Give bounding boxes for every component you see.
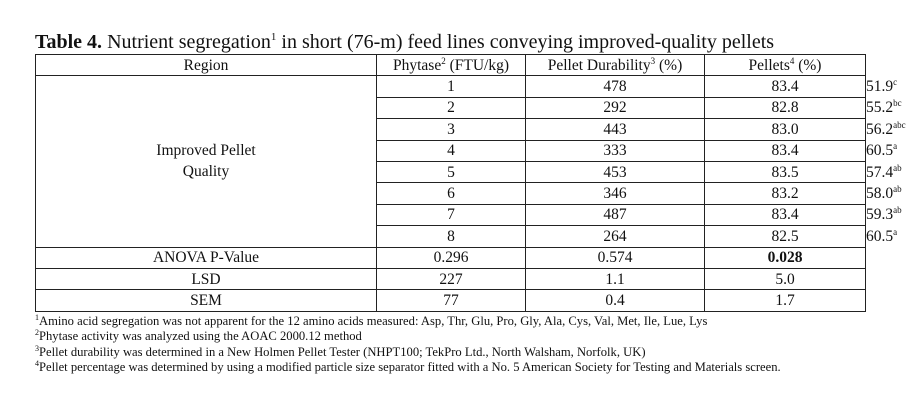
footnote-marker: 4 <box>35 359 39 369</box>
significance-letter: ab <box>893 184 902 195</box>
header-row: Region Phytase2 (FTU/kg) Pellet Durabili… <box>35 53 866 77</box>
durability-cell: 0.574 <box>525 246 705 269</box>
pellets-cell: 0.028 <box>704 246 866 269</box>
phytase-cell: 333 <box>525 139 705 162</box>
region-cell: 4 <box>376 139 526 162</box>
pellets-value: 57.4 <box>866 163 894 181</box>
durability-cell: 82.8 <box>704 96 866 120</box>
data-table: Region Phytase2 (FTU/kg) Pellet Durabili… <box>35 53 906 312</box>
header-phytase-label: Phytase <box>392 56 442 74</box>
footnotes: 1Amino acid segregation was not apparent… <box>35 312 865 376</box>
significance-letter: a <box>893 226 898 237</box>
group-label-line: Improved Pellet <box>156 142 256 160</box>
significance-letter: c <box>893 77 898 88</box>
durability-cell: 83.4 <box>704 75 866 98</box>
region-cell: 7 <box>376 203 526 227</box>
pellets-cell: 1.7 <box>704 289 866 312</box>
region-cell: 2 <box>376 96 526 120</box>
header-region: Region <box>35 53 377 77</box>
durability-cell: 0.4 <box>525 289 705 312</box>
durability-cell: 83.4 <box>704 203 866 227</box>
pellets-value: 59.3 <box>866 206 894 224</box>
region-cell: 8 <box>376 225 526 248</box>
footnote-text: Pellet durability was determined in a Ne… <box>39 344 646 359</box>
header-durability-unit: (%) <box>659 56 683 74</box>
footnote-text: Phytase activity was analyzed using the … <box>39 329 362 344</box>
durability-cell: 83.4 <box>704 139 866 162</box>
phytase-cell: 478 <box>525 75 705 98</box>
header-durability-footnote: 3 <box>650 55 656 66</box>
footnote: 4Pellet percentage was determined by usi… <box>35 360 865 376</box>
durability-cell: 82.5 <box>704 225 866 248</box>
table-label: Table 4. <box>35 31 103 53</box>
stats-label: LSD <box>35 267 377 291</box>
table-row: 6 346 83.2 58.0ab <box>36 182 902 205</box>
group-label-line: Quality <box>182 163 230 181</box>
title-footnote-marker: 1 <box>270 31 277 43</box>
header-pellets-unit: (%) <box>798 56 822 74</box>
footnote-marker: 3 <box>35 343 39 353</box>
stats-row: SEM 77 0.4 1.7 <box>35 289 866 312</box>
significance-letter: bc <box>893 98 902 109</box>
table-row: 4 333 83.4 60.5a <box>36 139 897 162</box>
region-cell: 5 <box>376 160 526 184</box>
title-text-end: in short (76-m) feed lines conveying imp… <box>281 31 775 53</box>
significance-letter: ab <box>893 205 902 216</box>
footnote-text: Amino acid segregation was not apparent … <box>39 313 708 328</box>
phytase-cell: 0.296 <box>376 246 526 269</box>
table-title: Table 4. Nutrient segregation1 in short … <box>35 30 865 54</box>
stats-row: ANOVA P-Value 0.296 0.574 0.028 <box>35 246 866 269</box>
group-label-cell: Improved Pellet Quality <box>35 75 377 248</box>
pellets-cell: 5.0 <box>704 267 866 291</box>
durability-cell: 83.5 <box>704 160 866 184</box>
header-phytase-footnote: 2 <box>441 55 446 66</box>
title-text-start: Nutrient segregation <box>107 31 271 53</box>
pellets-value: 55.2 <box>866 99 894 117</box>
region-cell: 1 <box>376 75 526 98</box>
phytase-cell: 292 <box>525 96 705 120</box>
footnote-marker: 2 <box>35 328 39 338</box>
footnote: 3Pellet durability was determined in a N… <box>35 343 865 361</box>
stats-label: ANOVA P-Value <box>35 246 377 269</box>
header-pellets: Pellets4 (%) <box>704 53 866 77</box>
pellets-value: 58.0 <box>866 185 894 203</box>
significance-letter: ab <box>893 162 902 173</box>
header-phytase-unit: (FTU/kg) <box>449 56 509 74</box>
phytase-cell: 346 <box>525 182 705 205</box>
phytase-cell: 487 <box>525 203 705 227</box>
region-cell: 3 <box>376 118 526 141</box>
header-pellets-footnote: 4 <box>789 55 795 66</box>
table-container: Table 4. Nutrient segregation1 in short … <box>35 30 906 376</box>
header-pellets-label: Pellets <box>748 56 790 74</box>
table-row: Improved Pellet Quality 1 478 83.4 51.9c <box>35 75 897 248</box>
pellets-value: 51.9 <box>866 78 894 96</box>
stats-row: LSD 227 1.1 5.0 <box>35 267 866 291</box>
durability-cell: 1.1 <box>525 267 705 291</box>
phytase-cell: 264 <box>525 225 705 248</box>
durability-cell: 83.0 <box>704 118 866 141</box>
region-cell: 6 <box>376 182 526 205</box>
phytase-cell: 453 <box>525 160 705 184</box>
footnote-text: Pellet percentage was determined by usin… <box>39 360 781 375</box>
phytase-cell: 227 <box>376 267 526 291</box>
footnote: 2Phytase activity was analyzed using the… <box>35 329 865 345</box>
header-phytase: Phytase2 (FTU/kg) <box>376 53 526 77</box>
header-durability-label: Pellet Durability <box>547 56 651 74</box>
footnote-marker: 1 <box>35 312 39 322</box>
header-durability: Pellet Durability3 (%) <box>525 53 705 77</box>
stats-label: SEM <box>35 289 377 312</box>
pellets-value: 60.5 <box>866 142 894 160</box>
phytase-cell: 77 <box>376 289 526 312</box>
durability-cell: 83.2 <box>704 182 866 205</box>
table-row: 2 292 82.8 55.2bc <box>36 96 902 120</box>
phytase-cell: 443 <box>525 118 705 141</box>
significance-letter: a <box>893 141 898 152</box>
pellets-value: 60.5 <box>866 227 894 245</box>
table-row: 8 264 82.5 60.5a <box>36 225 897 248</box>
significance-letter: abc <box>893 119 906 130</box>
pellets-value: 56.2 <box>866 120 894 138</box>
footnote: 1Amino acid segregation was not apparent… <box>35 312 865 330</box>
